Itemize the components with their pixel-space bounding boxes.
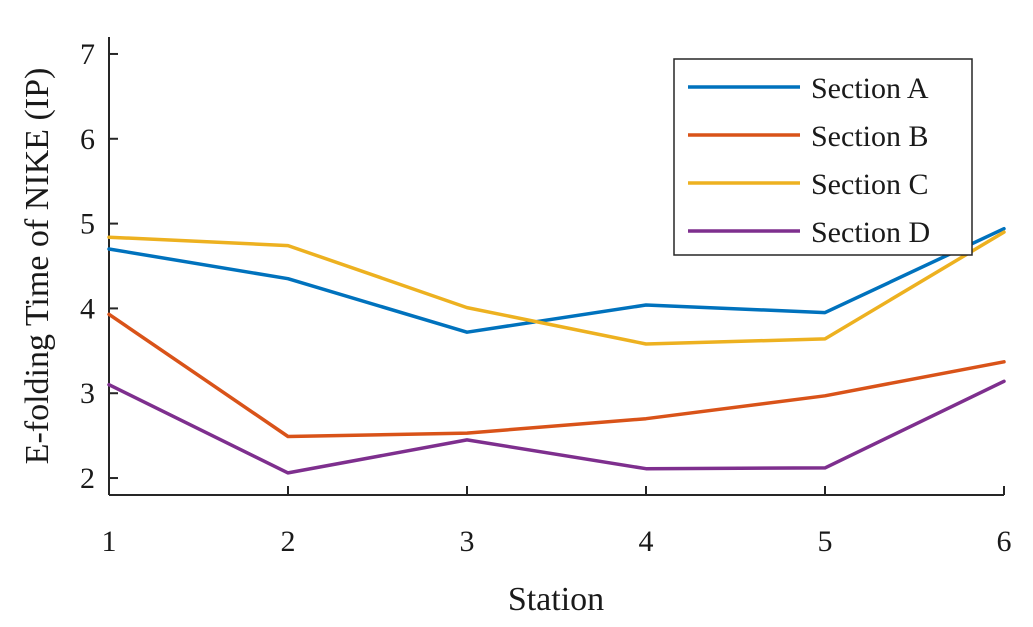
axes (108, 37, 1004, 496)
y-tick-label: 2 (80, 462, 95, 495)
series-line-section-c (107, 230, 1006, 346)
x-axis-title: Station (508, 581, 604, 618)
x-tick-label: 2 (281, 525, 296, 558)
y-tick-label: 3 (80, 377, 95, 410)
series-lines (107, 226, 1006, 475)
x-ticks: 1 2 3 4 5 6 (102, 486, 1012, 558)
series-line-section-d (107, 379, 1006, 475)
x-tick-label: 5 (818, 525, 833, 558)
x-tick-label: 6 (997, 525, 1012, 558)
legend-label: Section D (811, 216, 930, 249)
y-tick-label: 5 (80, 208, 95, 241)
legend: Section A Section B Section C Section D (673, 58, 973, 256)
x-tick-label: 3 (460, 525, 475, 558)
y-tick-label: 4 (80, 292, 95, 325)
series-line-section-a (107, 226, 1006, 334)
legend-box (673, 58, 973, 256)
legend-label: Section C (811, 168, 929, 201)
legend-label: Section A (811, 72, 929, 105)
y-ticks: 2 3 4 5 6 7 (80, 38, 118, 495)
y-tick-label: 7 (80, 38, 95, 71)
y-axis-title: E-folding Time of NIKE (IP) (19, 68, 56, 465)
x-tick-label: 1 (102, 525, 117, 558)
x-tick-label: 4 (639, 525, 654, 558)
series-line-section-b (107, 312, 1006, 439)
legend-label: Section B (811, 120, 929, 153)
legend-items: Section A Section B Section C Section D (688, 72, 930, 249)
y-tick-label: 6 (80, 123, 95, 156)
